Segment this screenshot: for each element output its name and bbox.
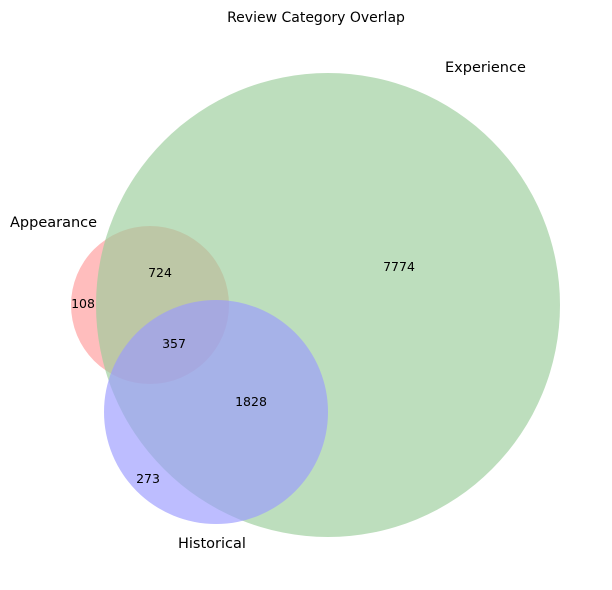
region-count-historical-only: 273 (136, 471, 160, 486)
set-circle-historical (104, 300, 328, 524)
region-count-experience-only: 7774 (383, 259, 415, 274)
venn-circles (71, 73, 560, 537)
region-count-appearance-experience: 724 (148, 265, 172, 280)
set-label-appearance: Appearance (10, 215, 97, 231)
set-label-historical: Historical (178, 536, 246, 552)
region-count-all-three: 357 (162, 336, 186, 351)
set-label-experience: Experience (445, 60, 526, 76)
chart-title: Review Category Overlap (227, 10, 405, 26)
region-count-experience-historical: 1828 (235, 394, 267, 409)
region-count-appearance-only: 108 (71, 296, 95, 311)
